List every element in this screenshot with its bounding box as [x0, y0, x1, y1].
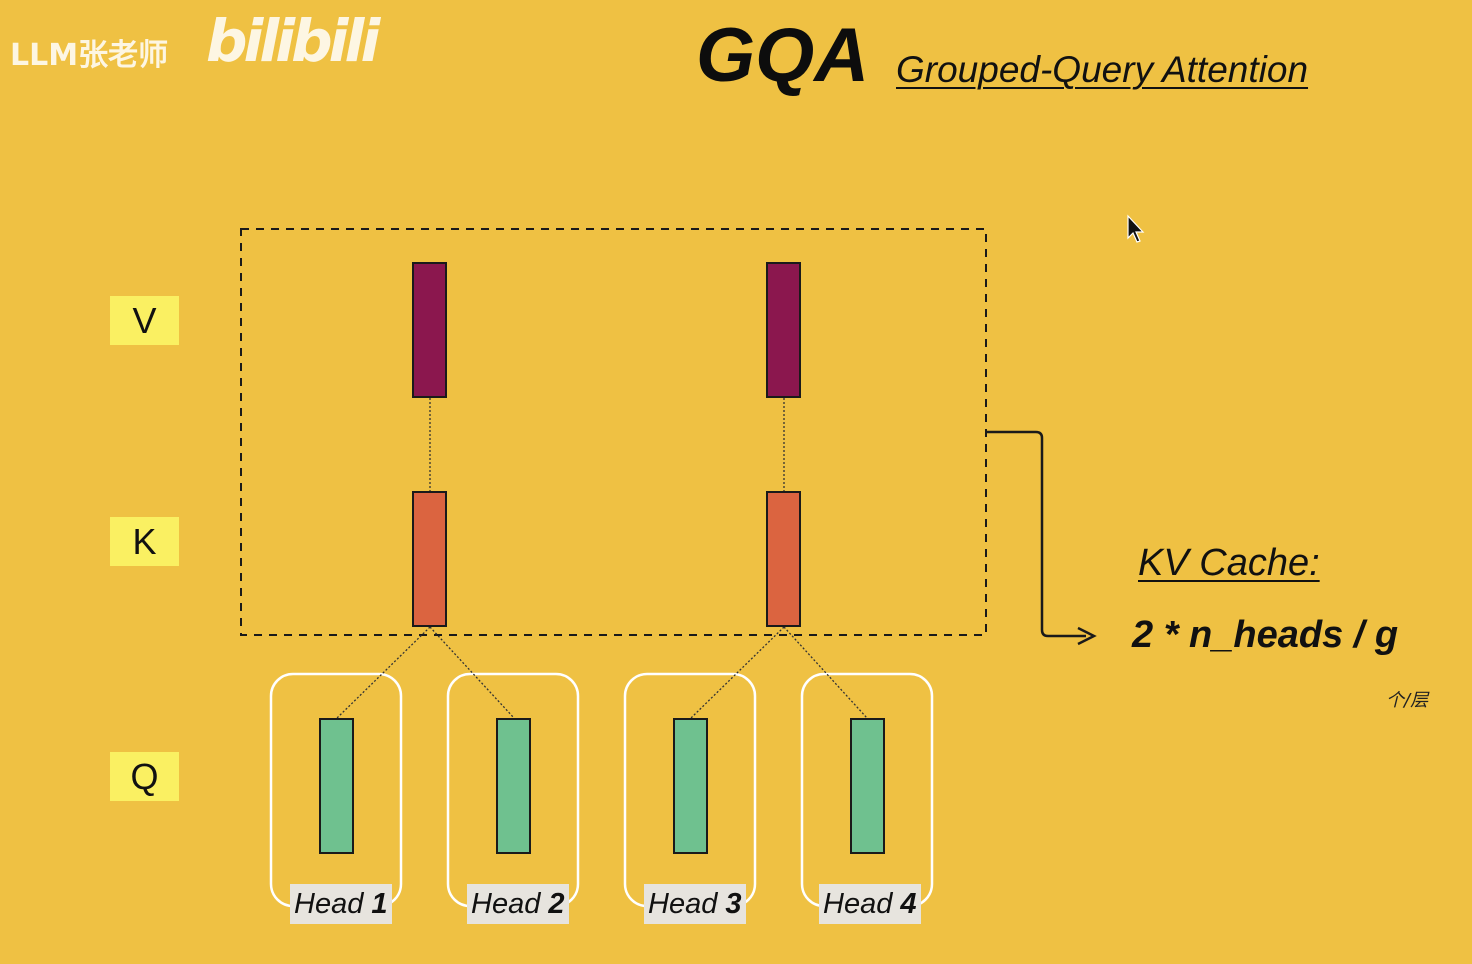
- bilibili-logo: bilibili: [206, 7, 380, 75]
- key-block-2: [766, 491, 801, 627]
- head-label-3: Head 3: [644, 884, 746, 924]
- kv-cache-arrow: [987, 430, 1086, 638]
- query-block-1: [319, 718, 354, 854]
- row-label-q: Q: [110, 752, 179, 801]
- kv-group-box: [240, 228, 987, 636]
- head-label-2: Head 2: [467, 884, 569, 924]
- connector-k1-q2: [429, 626, 515, 719]
- connector-k1-q1: [336, 626, 431, 719]
- value-block-2: [766, 262, 801, 398]
- connector-k2-q3: [690, 626, 785, 719]
- query-block-2: [496, 718, 531, 854]
- connector-k2-q4: [783, 626, 868, 719]
- key-block-1: [412, 491, 447, 627]
- channel-watermark: LLM张老师: [10, 38, 169, 73]
- kv-cache-title: KV Cache:: [1138, 542, 1320, 584]
- mouse-pointer-icon: [1127, 214, 1145, 243]
- row-label-k: K: [110, 517, 179, 566]
- slide-subtitle: Grouped-Query Attention: [896, 49, 1309, 90]
- head-label-4: Head 4: [819, 884, 921, 924]
- row-label-v: V: [110, 296, 179, 345]
- value-block-1: [412, 262, 447, 398]
- query-block-3: [673, 718, 708, 854]
- query-block-4: [850, 718, 885, 854]
- slide-title: GQA: [696, 13, 870, 98]
- kv-cache-arrowhead: [1077, 626, 1097, 646]
- head-label-1: Head 1: [290, 884, 392, 924]
- kv-cache-formula: 2 * n_heads / g: [1132, 614, 1399, 656]
- kv-cache-unit: 个/层: [1386, 690, 1429, 711]
